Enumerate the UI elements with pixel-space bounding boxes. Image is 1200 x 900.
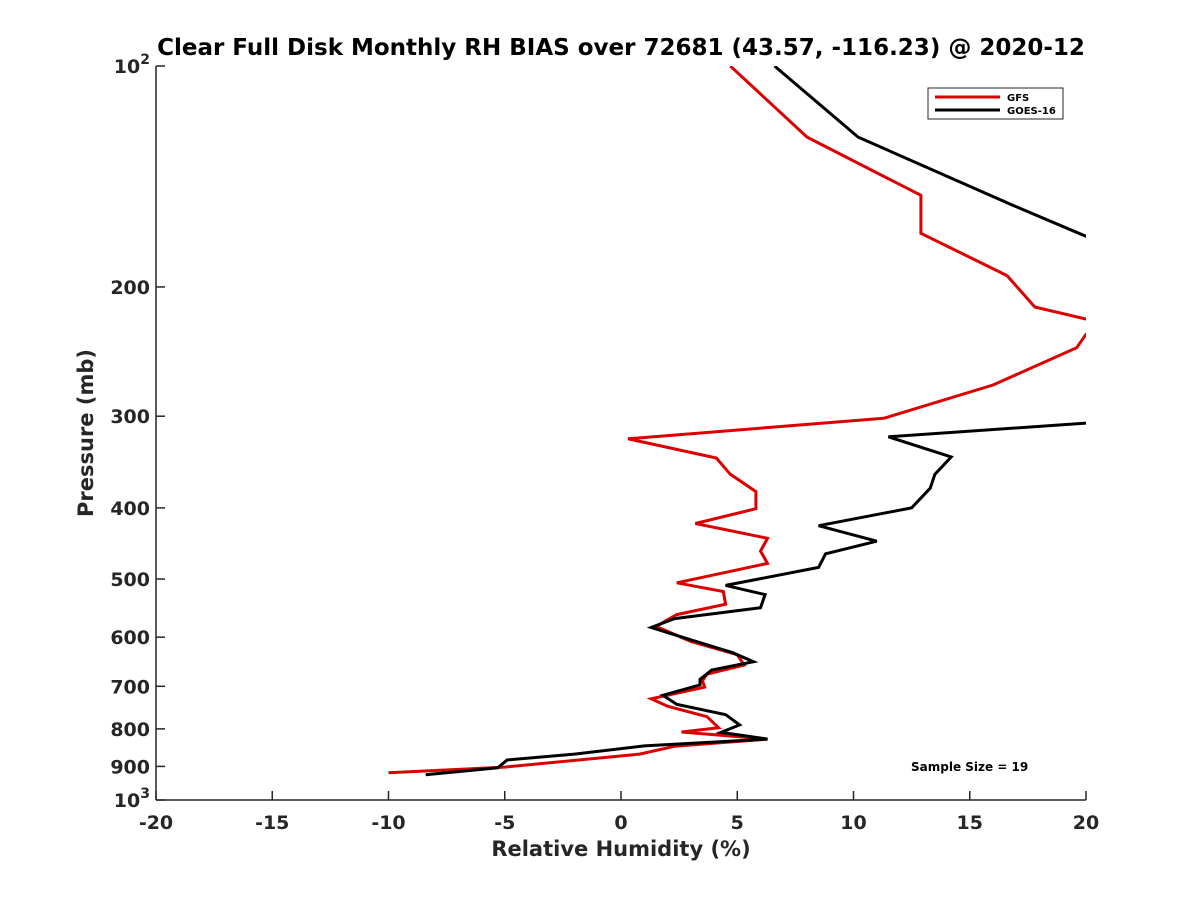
y-tick-label: 103 xyxy=(114,786,150,812)
y-tick-label: 300 xyxy=(110,406,150,428)
x-ticks: -20 -15 -10 -5 0 5 10 15 20 xyxy=(139,791,1099,834)
legend-label-gfs: GFS xyxy=(1007,93,1029,104)
legend: GFS GOES-16 xyxy=(927,87,1064,120)
y-tick-label: 600 xyxy=(110,627,150,649)
x-tick-label: 0 xyxy=(614,812,627,834)
y-tick-label: 400 xyxy=(110,498,150,520)
sample-size-annotation: Sample Size = 19 xyxy=(911,760,1028,774)
series-line-gfs xyxy=(388,66,1086,775)
x-tick-label: -5 xyxy=(494,812,515,834)
y-tick-label: 102 xyxy=(114,52,150,78)
x-tick-label: -20 xyxy=(139,812,173,834)
y-axis-label: Pressure (mb) xyxy=(74,349,98,517)
x-axis-label: Relative Humidity (%) xyxy=(491,837,750,861)
x-tick-label: 15 xyxy=(957,812,983,834)
series-layer xyxy=(388,66,1086,777)
y-tick-label: 200 xyxy=(110,277,150,299)
x-tick-label: 20 xyxy=(1073,812,1099,834)
series-line-goes16 xyxy=(425,66,1086,777)
x-tick-label: -10 xyxy=(371,812,405,834)
y-tick-label: 700 xyxy=(110,676,150,698)
y-tick-label: 900 xyxy=(110,756,150,778)
x-tick-label: 5 xyxy=(731,812,744,834)
y-tick-label: 800 xyxy=(110,719,150,741)
y-ticks: 102 200 300 400 500 600 700 800 900 103 xyxy=(110,52,165,812)
y-tick-label: 500 xyxy=(110,569,150,591)
x-tick-label: -15 xyxy=(255,812,289,834)
x-tick-label: 10 xyxy=(840,812,866,834)
chart-title: Clear Full Disk Monthly RH BIAS over 726… xyxy=(157,35,1085,61)
legend-box xyxy=(927,87,1064,120)
legend-label-goes16: GOES-16 xyxy=(1007,106,1056,117)
